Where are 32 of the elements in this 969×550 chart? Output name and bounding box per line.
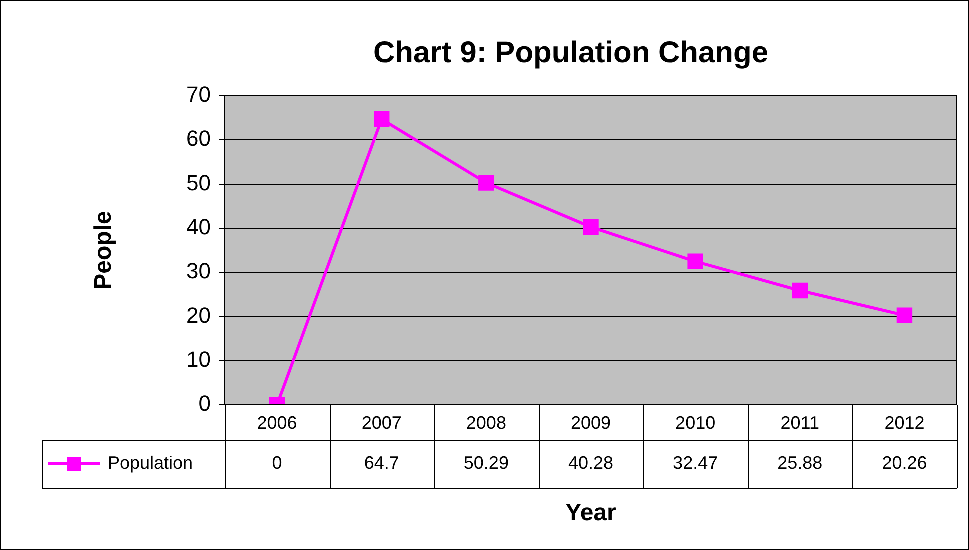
legend-label: Population (108, 452, 194, 473)
x-tick-label: 2007 (362, 412, 402, 433)
x-tick-label: 2011 (780, 412, 820, 433)
data-label: 40.28 (568, 452, 614, 473)
x-tick-label: 2006 (257, 412, 298, 433)
y-tick-label: 50 (186, 170, 211, 196)
point (688, 254, 704, 270)
x-axis-title: Year (566, 500, 616, 527)
chart-title: Chart 9: Population Change (373, 36, 769, 70)
y-tick-label: 70 (186, 82, 211, 108)
point (374, 112, 390, 128)
point (478, 175, 494, 191)
y-tick-label: 30 (186, 258, 211, 284)
x-tick-label: 2008 (466, 412, 506, 433)
point (792, 282, 808, 299)
data-label: 20.26 (882, 452, 928, 473)
data-label: 0 (272, 452, 282, 473)
y-tick-label: 20 (186, 302, 211, 328)
point (896, 308, 913, 324)
x-tick-label: 2012 (884, 412, 925, 433)
point (583, 219, 599, 236)
data-label: 32.47 (673, 452, 718, 473)
data-label: 25.88 (778, 452, 823, 473)
data-label: 50.29 (464, 452, 509, 473)
y-tick-label: 0 (198, 391, 211, 416)
x-tick-label: 2009 (570, 412, 612, 433)
y-axis-title: People (90, 211, 118, 290)
y-tick-label: 60 (186, 126, 211, 152)
y-tick-label: 40 (186, 214, 211, 240)
x-tick-label: 2010 (676, 412, 716, 433)
y-tick-label: 10 (186, 346, 211, 372)
data-label: 64.7 (364, 452, 400, 473)
